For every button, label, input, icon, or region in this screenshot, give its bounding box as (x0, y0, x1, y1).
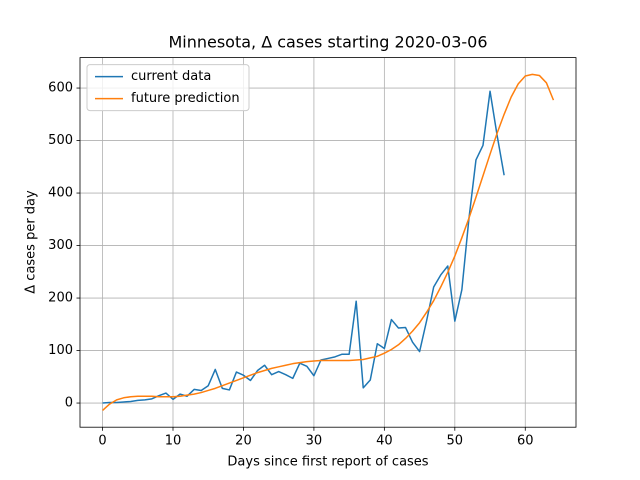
data-line (102, 73, 555, 411)
x-tick-label: 50 (447, 434, 464, 449)
axes-frame (79, 57, 577, 428)
y-tick-label: 600 (48, 81, 73, 96)
x-tick-label: 10 (165, 434, 182, 449)
chart-title: Minnesota, Δ cases starting 2020-03-06 (168, 33, 487, 52)
x-tick-label: 60 (517, 434, 534, 449)
y-tick-label: 500 (48, 133, 73, 148)
x-axis-label: Days since first report of cases (227, 455, 428, 470)
x-tick-label: 20 (235, 434, 252, 449)
y-tick-label: 400 (48, 186, 73, 201)
y-axis-label: Δ cases per day (24, 190, 39, 294)
legend-label: future prediction (131, 91, 240, 106)
y-tick-label: 100 (48, 343, 73, 358)
data-line (102, 90, 505, 404)
y-tick-label: 0 (65, 396, 73, 411)
legend-box (86, 64, 250, 112)
x-tick-label: 30 (306, 434, 323, 449)
x-tick-label: 40 (376, 434, 393, 449)
legend-label: current data (131, 69, 211, 84)
y-tick-label: 200 (48, 291, 73, 306)
x-tick-label: 0 (98, 434, 106, 449)
y-tick-label: 300 (48, 238, 73, 253)
